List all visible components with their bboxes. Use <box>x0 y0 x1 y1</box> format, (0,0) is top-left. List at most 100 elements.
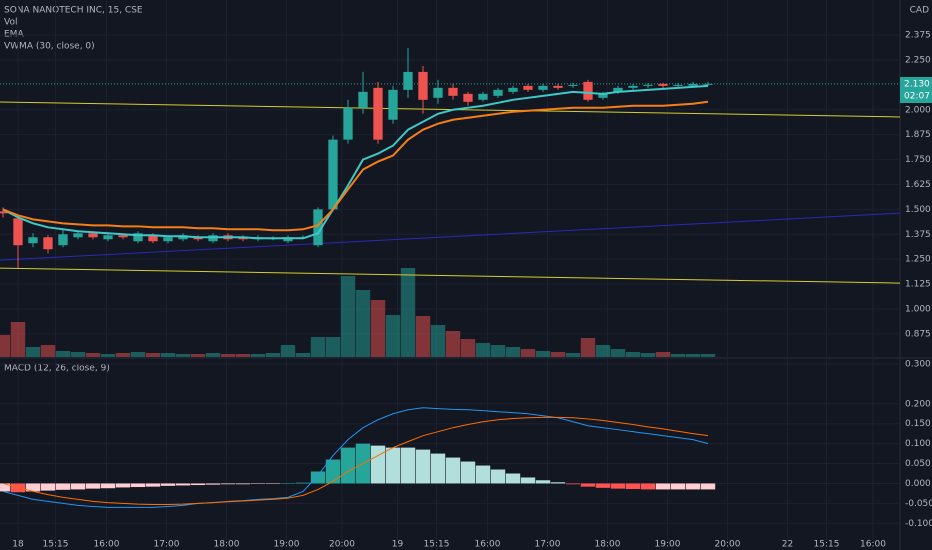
volume-bar <box>205 353 221 357</box>
candle-body <box>673 84 683 86</box>
volume-bar <box>580 338 596 357</box>
volume-bar <box>595 345 611 357</box>
y-tick-label: -0.050 <box>905 499 932 509</box>
histogram-bar <box>595 483 611 488</box>
volume-bar <box>0 335 11 357</box>
y-tick-label: 1.125 <box>905 280 931 290</box>
volume-bar <box>190 354 206 357</box>
y-tick-label: 1.000 <box>905 304 931 314</box>
histogram-bar <box>400 447 416 484</box>
x-tick-label: 19:00 <box>655 540 681 550</box>
candle-body <box>358 91 368 108</box>
volume-bar <box>640 353 656 357</box>
y-tick-label: 2.250 <box>905 55 931 65</box>
x-tick-label: 20:00 <box>715 540 741 550</box>
candle-body <box>448 87 458 96</box>
histogram-bar <box>40 483 56 491</box>
histogram-bar <box>70 483 86 490</box>
histogram-bar <box>670 483 686 490</box>
y-tick-label: 1.750 <box>905 155 931 165</box>
ema-legend: EMA <box>4 30 24 40</box>
histogram-bar <box>205 483 221 485</box>
countdown: 02:07 <box>904 92 930 102</box>
volume-bar <box>655 352 671 357</box>
histogram-bar <box>220 483 236 485</box>
histogram-bar <box>280 483 296 484</box>
histogram-bar <box>175 483 191 486</box>
y-tick-label: 1.500 <box>905 205 931 215</box>
volume-bar <box>460 339 476 357</box>
histogram-bar <box>655 483 671 490</box>
volume-bar <box>145 353 161 357</box>
volume-bar <box>670 354 686 357</box>
candle-body <box>163 237 173 242</box>
volume-bar <box>295 353 311 357</box>
candle-body <box>463 93 473 102</box>
histogram-bar <box>460 461 476 484</box>
candle-body <box>523 85 533 90</box>
histogram-bar <box>700 483 716 490</box>
volume-bar <box>70 352 86 357</box>
y-tick-label: 1.375 <box>905 230 931 240</box>
x-tick-label: 15:15 <box>424 540 450 550</box>
x-tick-label: 16:00 <box>94 540 120 550</box>
candle-body <box>133 233 143 242</box>
candle-body <box>688 83 698 86</box>
histogram-bar <box>415 449 431 484</box>
volume-bar <box>610 349 626 357</box>
y-tick-label: 2.375 <box>905 31 931 41</box>
y-tick-label: 0.300 <box>905 359 931 369</box>
histogram-bar <box>550 482 566 484</box>
histogram-bar <box>85 483 101 489</box>
x-tick-label: 20:00 <box>329 540 355 550</box>
volume-bar <box>280 345 296 357</box>
candle-body <box>403 71 413 90</box>
volume-bar <box>220 354 236 357</box>
x-tick-label: 16:00 <box>860 540 886 550</box>
histogram-bar <box>100 483 116 489</box>
volume-bar <box>445 331 461 357</box>
volume-bar <box>550 352 566 357</box>
candle-body <box>388 89 398 120</box>
histogram-bar <box>250 483 266 484</box>
histogram-bar <box>370 445 386 484</box>
x-tick-label: 19 <box>392 540 404 550</box>
volume-bar <box>130 352 146 357</box>
x-tick-label: 15:15 <box>43 540 69 550</box>
candle-body <box>583 81 593 100</box>
x-tick-label: 22 <box>782 540 793 550</box>
candle-body <box>553 85 563 88</box>
volume-bar <box>385 315 401 357</box>
candle-body <box>493 89 503 96</box>
histogram-bar <box>310 471 326 484</box>
volume-bar <box>235 354 251 357</box>
volume-bar <box>85 353 101 357</box>
histogram-bar <box>145 483 161 487</box>
volume-bar <box>370 300 386 357</box>
x-tick-label: 15:15 <box>814 540 840 550</box>
candle-body <box>313 209 323 246</box>
histogram-bar <box>130 483 146 488</box>
histogram-bar <box>0 483 11 492</box>
volume-bar <box>505 347 521 357</box>
candle-body <box>373 87 383 140</box>
volume-bar <box>490 345 506 357</box>
candle-body <box>418 71 428 100</box>
histogram-bar <box>385 447 401 484</box>
histogram-bar <box>160 483 176 486</box>
macd-legend: MACD (12, 26, close, 9) <box>4 364 110 374</box>
histogram-bar <box>685 483 701 490</box>
y-tick-label: 0.150 <box>905 419 931 429</box>
y-tick-label: 0.050 <box>905 459 931 469</box>
volume-bar <box>175 354 191 357</box>
histogram-bar <box>640 483 656 490</box>
candle-body <box>433 87 443 98</box>
histogram-bar <box>535 480 551 484</box>
volume-bar <box>475 343 491 357</box>
candle-body <box>88 233 98 238</box>
candle-body <box>568 84 578 86</box>
x-tick-label: 18:00 <box>214 540 240 550</box>
